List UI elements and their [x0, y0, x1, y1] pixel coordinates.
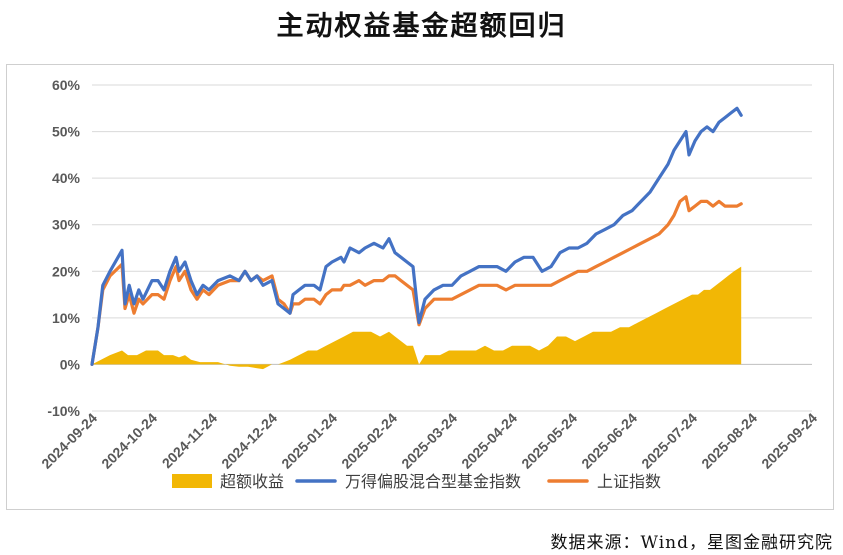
legend-label: 超额收益	[220, 472, 284, 491]
x-tick-label: 2025-09-24	[758, 410, 820, 472]
y-tick-label: 10%	[52, 310, 81, 326]
legend-label: 上证指数	[597, 472, 661, 491]
y-tick-label: 20%	[52, 263, 81, 279]
chart-title: 主动权益基金超额回归	[276, 11, 567, 42]
x-tick-label: 2025-08-24	[698, 410, 760, 472]
x-tick-label: 2025-07-24	[638, 410, 700, 472]
y-tick-label: -10%	[47, 403, 80, 419]
y-tick-label: 60%	[52, 77, 81, 93]
y-tick-label: 50%	[52, 124, 81, 140]
area-excess-return	[92, 266, 742, 370]
line-fund-index	[90, 106, 743, 366]
x-tick-label: 2025-01-24	[278, 410, 340, 472]
x-tick-label: 2024-12-24	[218, 410, 280, 472]
y-tick-label: 40%	[52, 170, 81, 186]
line-shanghai-index	[90, 195, 743, 366]
x-tick-label: 2024-11-24	[159, 410, 221, 472]
x-tick-label: 2025-04-24	[458, 410, 520, 472]
x-tick-label: 2025-06-24	[578, 410, 640, 472]
x-tick-label: 2025-03-24	[398, 410, 460, 472]
x-tick-label: 2024-10-24	[98, 410, 160, 472]
x-tick-label: 2025-02-24	[338, 410, 400, 472]
legend-swatch-area	[172, 474, 212, 488]
chart-frame	[6, 64, 834, 510]
legend-label: 万得偏股混合型基金指数	[345, 472, 521, 491]
y-tick-label: 30%	[52, 217, 81, 233]
source-note: 数据来源：Wind，星图金融研究院	[550, 533, 833, 553]
y-tick-label: 0%	[60, 356, 81, 372]
x-tick-label: 2025-05-24	[518, 410, 580, 472]
